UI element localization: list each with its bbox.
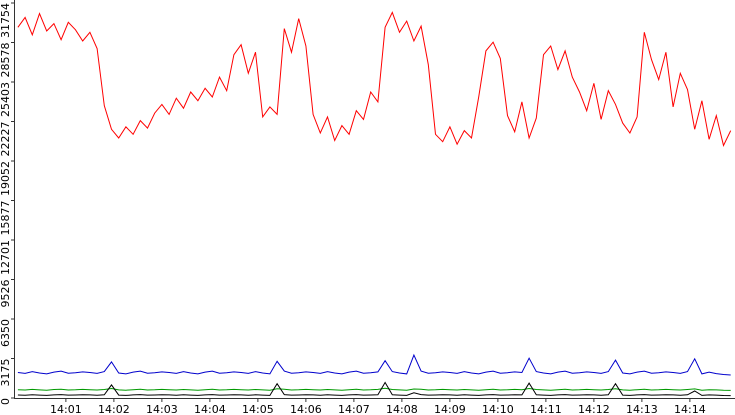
y-tick-label: 25403 xyxy=(0,82,12,117)
y-tick-label: 6350 xyxy=(0,319,12,347)
x-tick-label: 14:05 xyxy=(242,403,274,415)
x-tick-label: 14:11 xyxy=(530,403,562,415)
y-tick-label: 3175 xyxy=(0,359,12,387)
y-tick-label: 0 xyxy=(0,398,12,405)
y-tick-label: 22227 xyxy=(0,122,12,157)
x-tick-label: 14:08 xyxy=(386,403,418,415)
x-tick-label: 14:14 xyxy=(674,403,706,415)
y-tick-label: 12701 xyxy=(0,240,12,275)
x-tick-label: 14:09 xyxy=(434,403,466,415)
x-tick-label: 14:12 xyxy=(578,403,610,415)
y-tick-label: 15877 xyxy=(0,201,12,236)
x-tick-label: 14:02 xyxy=(98,403,130,415)
series-line xyxy=(17,381,731,397)
x-tick-label: 14:10 xyxy=(482,403,514,415)
x-tick-label: 14:04 xyxy=(194,403,226,415)
y-tick-label: 9526 xyxy=(0,280,12,308)
y-tick-label: 19052 xyxy=(0,161,12,196)
x-tick-label: 14:01 xyxy=(50,403,82,415)
series-line xyxy=(17,387,731,391)
y-tick-label: 28578 xyxy=(0,43,12,78)
x-tick-label: 14:13 xyxy=(626,403,658,415)
series-line xyxy=(17,353,731,376)
x-tick-label: 14:03 xyxy=(146,403,178,415)
x-tick-label: 14:07 xyxy=(338,403,370,415)
y-tick-label: 31754 xyxy=(0,3,12,38)
series-line xyxy=(17,11,732,147)
x-tick-label: 14:06 xyxy=(290,403,322,415)
